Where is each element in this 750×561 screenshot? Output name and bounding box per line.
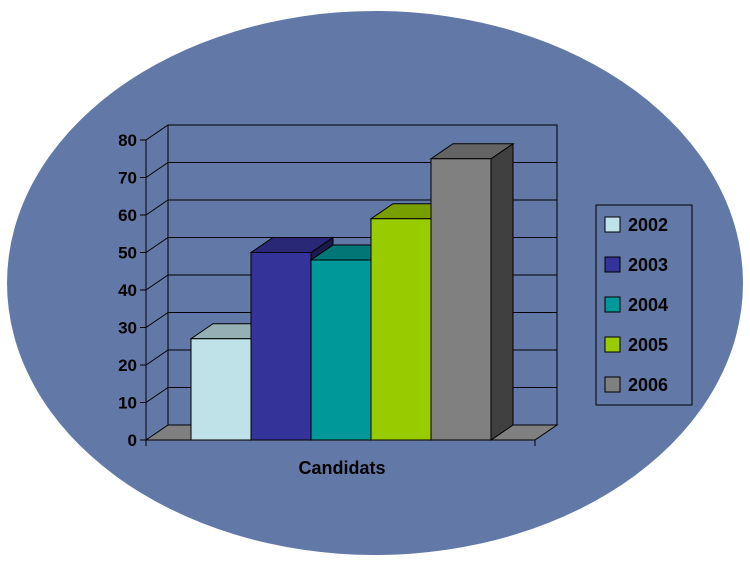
bars-group xyxy=(189,142,515,441)
side-gridline xyxy=(145,312,169,328)
legend-swatch xyxy=(604,376,621,393)
legend-swatch xyxy=(604,216,621,233)
y-tick-label: 30 xyxy=(118,319,137,338)
bar-front xyxy=(310,259,372,441)
legend-label: 2002 xyxy=(628,215,668,235)
y-tick-label: 80 xyxy=(118,131,137,150)
legend: 2002 2003 2004 2005 2006 xyxy=(595,204,693,406)
y-tick-label: 60 xyxy=(118,206,137,225)
legend-label: 2005 xyxy=(628,335,668,355)
side-gridline xyxy=(145,162,169,178)
legend-label: 2006 xyxy=(628,375,668,395)
y-tick-label: 20 xyxy=(118,356,137,375)
bar-2006 xyxy=(429,142,515,441)
bar-front xyxy=(250,252,312,441)
y-tick-label: 0 xyxy=(128,431,137,450)
y-tick-label: 10 xyxy=(118,394,137,413)
side-gridline xyxy=(145,237,169,253)
y-tick-label: 70 xyxy=(118,169,137,188)
bar-side xyxy=(490,142,514,441)
side-gridline xyxy=(145,274,169,291)
side-gridline xyxy=(145,387,169,403)
legend-label: 2003 xyxy=(628,255,668,275)
legend-swatch xyxy=(604,256,621,273)
side-gridline xyxy=(145,124,169,141)
legend-swatch xyxy=(604,296,621,313)
bar-front xyxy=(370,218,432,441)
x-axis-label: Candidats xyxy=(298,458,385,478)
y-tick-label: 50 xyxy=(118,244,137,263)
y-tick-label: 40 xyxy=(118,281,137,300)
side-gridline xyxy=(145,199,169,216)
legend-label: 2004 xyxy=(628,295,668,315)
bar-front xyxy=(190,338,252,441)
y-axis: 0 10 20 30 40 50 60 70 80 xyxy=(118,131,536,450)
bar-front xyxy=(430,158,492,441)
legend-swatch xyxy=(604,336,621,353)
side-gridline xyxy=(145,349,169,366)
